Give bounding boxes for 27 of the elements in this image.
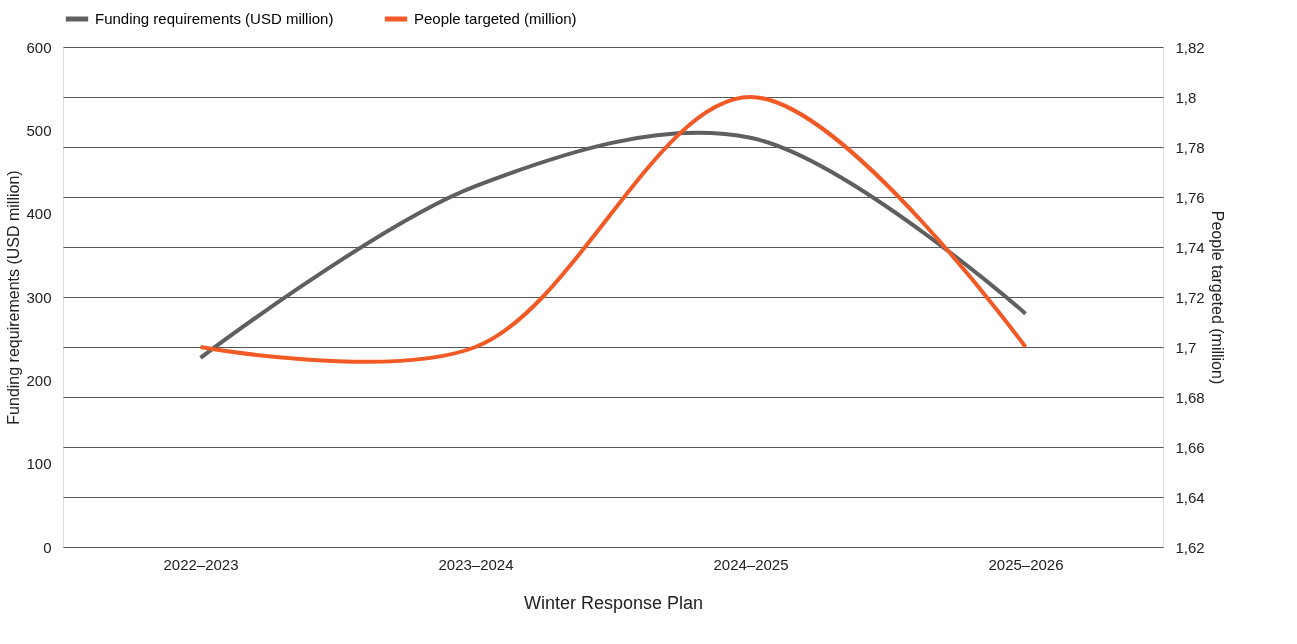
y2-tick-label: 1,66 <box>1175 438 1205 456</box>
y2-tick-label: 1,82 <box>1175 38 1205 56</box>
y-tick-label: 500 <box>26 121 52 139</box>
x-tick-label: 2025–2026 <box>988 555 1064 573</box>
y-tick-label: 100 <box>26 455 52 473</box>
x-axis-title: Winter Response Plan <box>523 592 704 613</box>
y2-tick-label: 1,78 <box>1175 138 1205 156</box>
y-axis-title: Funding requirements (USD million) <box>5 170 23 425</box>
y-tick-label: 400 <box>26 205 52 223</box>
y-tick-label: 600 <box>26 38 52 56</box>
x-tick-label: 2023–2024 <box>438 555 514 573</box>
y-tick-label: 300 <box>26 288 52 306</box>
y2-axis-title: People targeted (million) <box>1208 210 1226 385</box>
y2-tick-label: 1,64 <box>1175 488 1205 506</box>
y2-tick-label: 1,7 <box>1175 338 1197 356</box>
x-tick-label: 2022–2023 <box>163 555 239 573</box>
legend-label: People targeted (million) <box>414 10 577 27</box>
y2-tick-label: 1,62 <box>1175 538 1205 556</box>
y2-tick-label: 1,8 <box>1175 88 1197 106</box>
y2-tick-label: 1,72 <box>1175 288 1205 306</box>
y2-tick-label: 1,74 <box>1175 238 1205 256</box>
y2-tick-label: 1,76 <box>1175 188 1205 206</box>
legend-label: Funding requirements (USD million) <box>95 10 334 27</box>
y2-tick-label: 1,68 <box>1175 388 1205 406</box>
y-tick-label: 200 <box>26 371 52 389</box>
y-tick-label: 0 <box>43 538 52 556</box>
x-tick-label: 2024–2025 <box>713 555 789 573</box>
